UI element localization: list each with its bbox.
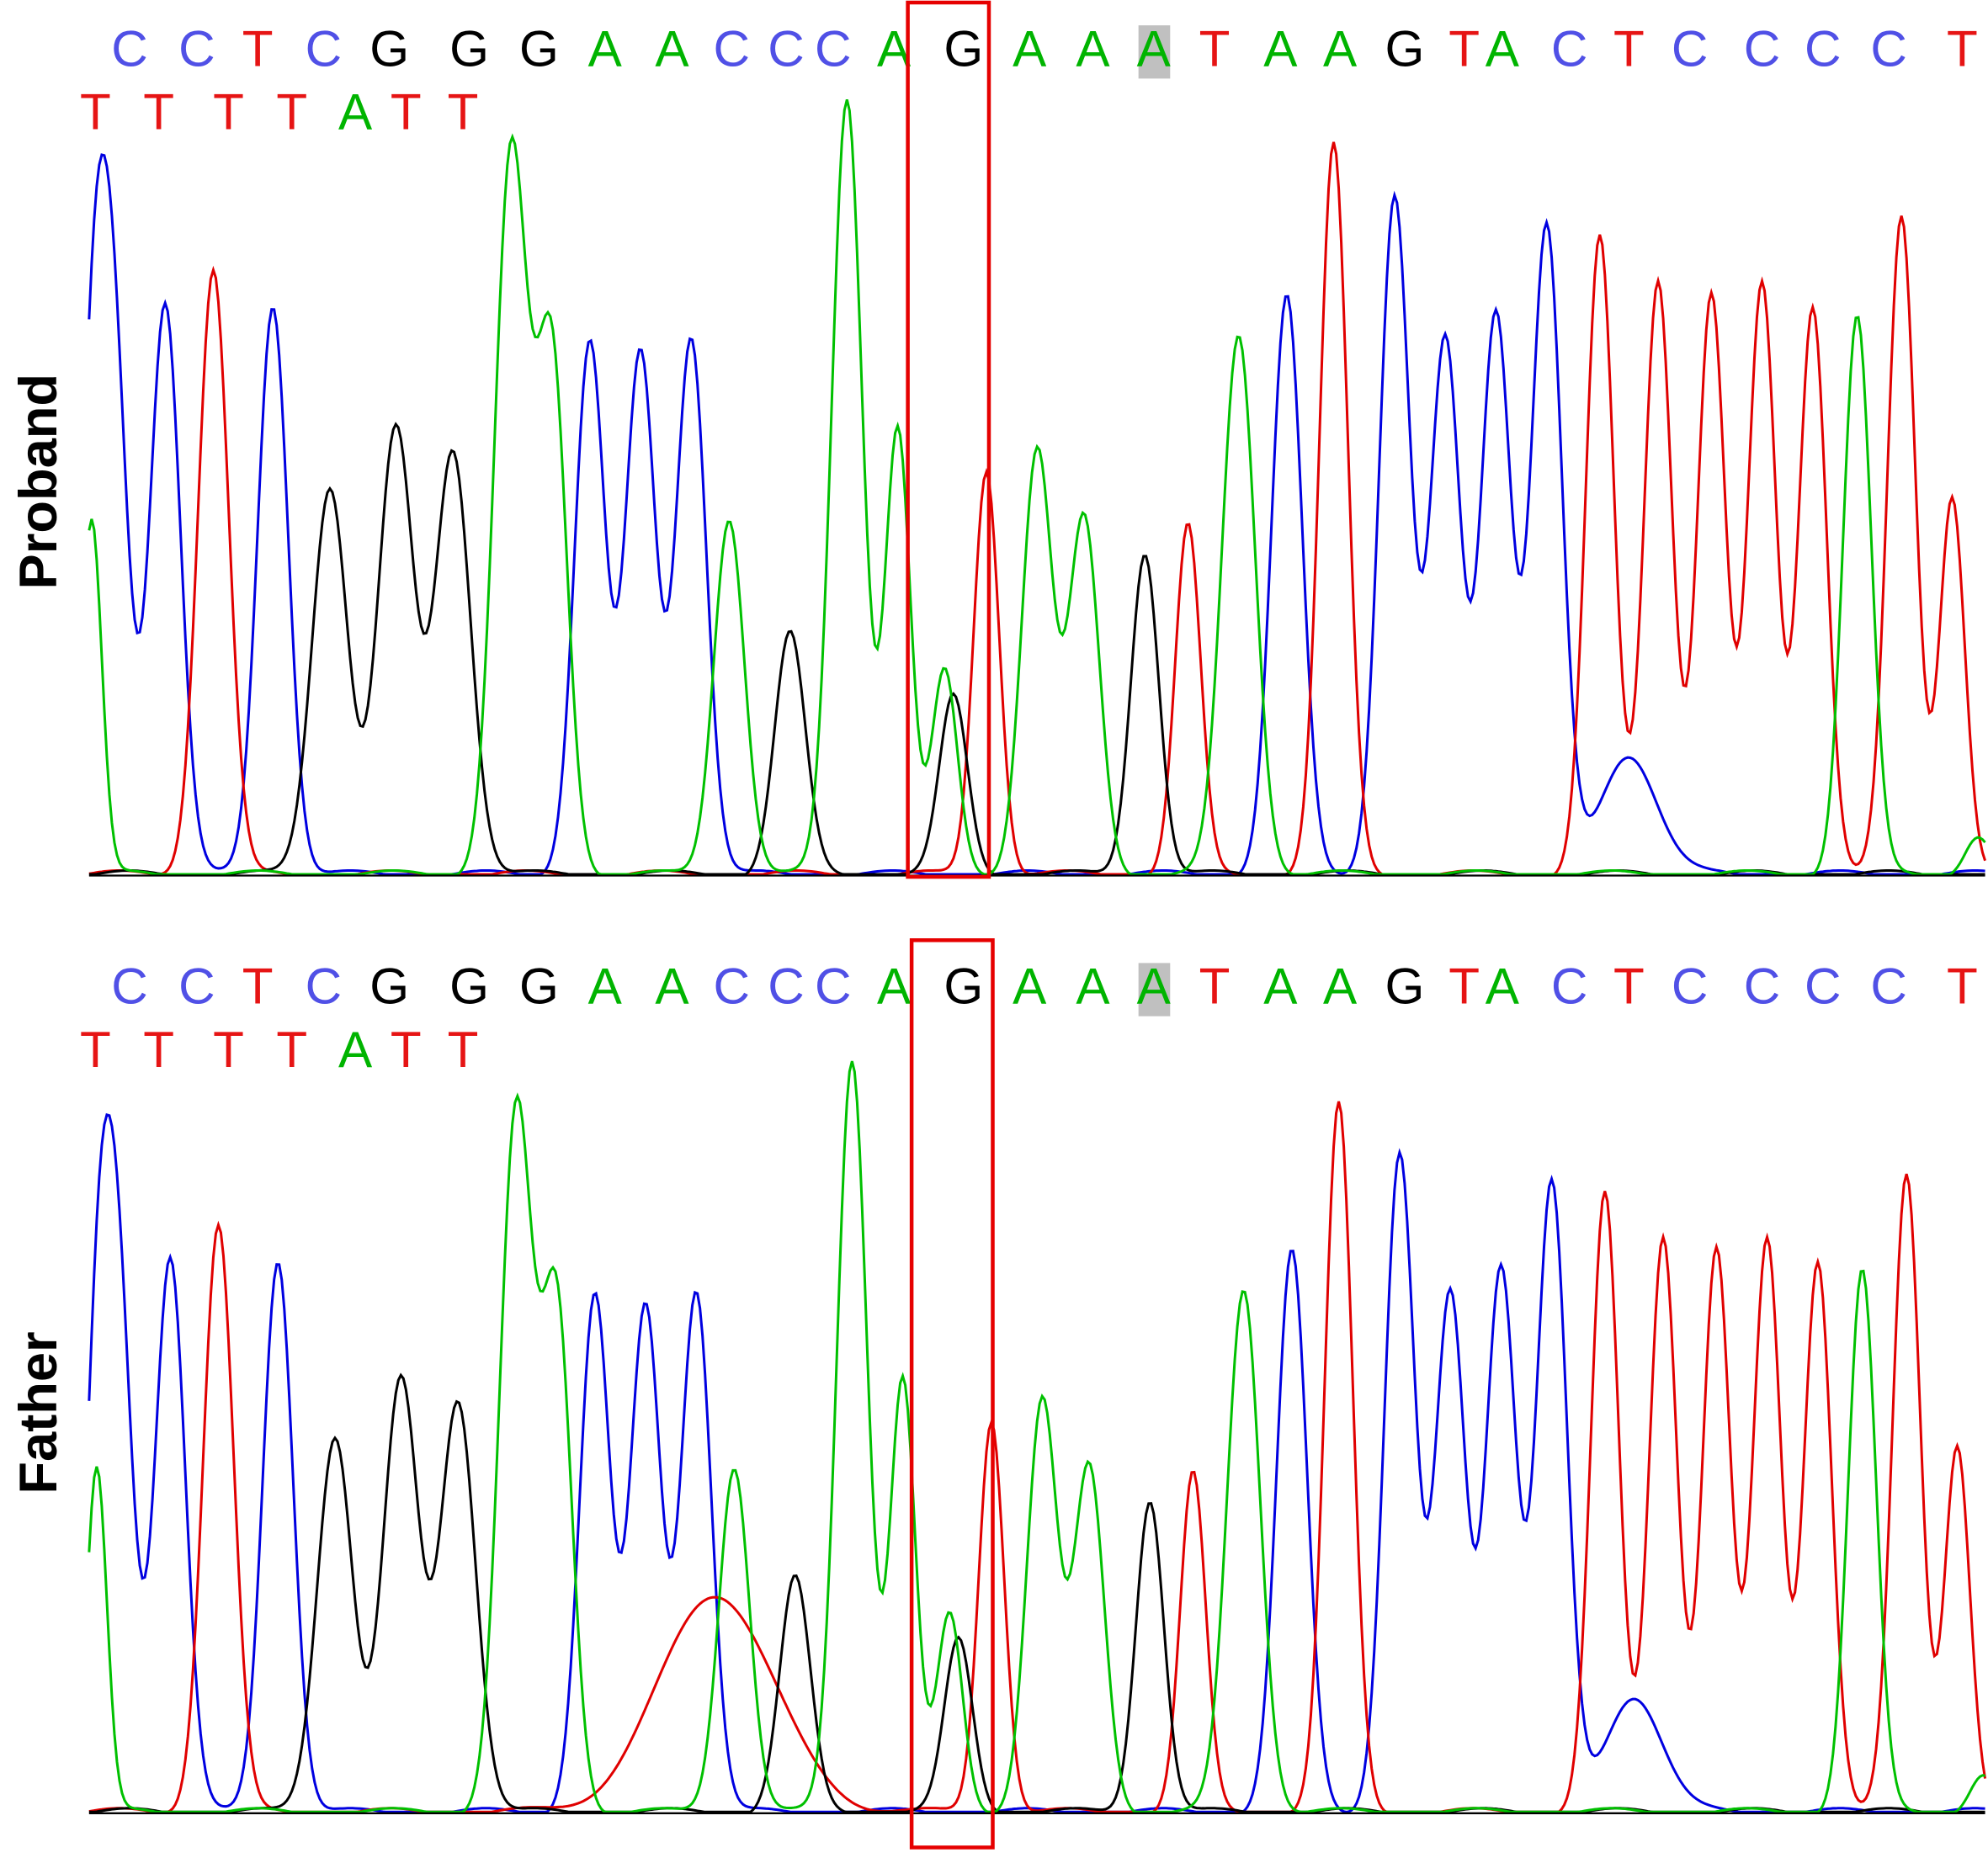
base-call: T: [1947, 958, 1978, 1015]
base-call: A: [1076, 19, 1110, 77]
base-call: C: [815, 19, 852, 77]
base-call: T: [448, 83, 479, 141]
base-call: T: [1448, 19, 1480, 77]
base-call: C: [111, 958, 148, 1015]
base-call: C: [1551, 19, 1587, 77]
base-call: A: [655, 958, 689, 1015]
base-call: A: [1323, 958, 1358, 1015]
base-call: T: [80, 83, 111, 141]
base-call: G: [449, 958, 489, 1015]
trace: [88, 141, 1986, 876]
trace: [88, 422, 1985, 876]
base-call: A: [588, 958, 623, 1015]
base-highlight: [1138, 25, 1171, 79]
base-call: C: [815, 958, 852, 1015]
base-call: A: [338, 1021, 373, 1078]
base-call: C: [178, 19, 215, 77]
base-call: C: [306, 19, 343, 77]
base-call: A: [1137, 958, 1172, 1015]
base-call: C: [1870, 19, 1907, 77]
base-call: T: [391, 83, 422, 141]
base-call: C: [111, 19, 148, 77]
base-call: C: [714, 19, 751, 77]
base-call: C: [714, 958, 751, 1015]
base-call: A: [877, 19, 912, 77]
base-call: A: [1486, 19, 1520, 77]
panel-label: Proband: [9, 374, 68, 589]
base-call: C: [1672, 958, 1708, 1015]
base-highlight: [1138, 963, 1171, 1017]
base-call: C: [1672, 19, 1708, 77]
base-call: A: [338, 83, 373, 141]
variant-box: [909, 938, 995, 1850]
base-call: T: [1613, 19, 1645, 77]
base-call: G: [944, 19, 983, 77]
base-call: T: [242, 958, 274, 1015]
base-call: A: [1013, 19, 1047, 77]
base-call: T: [276, 83, 307, 141]
base-call: G: [1385, 19, 1424, 77]
base-call: A: [655, 19, 689, 77]
trace: [88, 1101, 1987, 1813]
base-call: T: [80, 1021, 111, 1078]
base-call: A: [588, 19, 623, 77]
trace: [88, 1060, 1985, 1813]
trace: [88, 99, 1986, 876]
base-call: A: [1137, 19, 1172, 77]
base-call: T: [276, 1021, 307, 1078]
base-call: G: [1385, 958, 1424, 1015]
base-call: G: [369, 19, 409, 77]
base-call: A: [1323, 19, 1358, 77]
base-call: T: [242, 19, 274, 77]
base-call: T: [1448, 958, 1480, 1015]
base-call: A: [1013, 958, 1047, 1015]
base-call: C: [1805, 958, 1842, 1015]
base-call: C: [306, 958, 343, 1015]
base-call: T: [143, 1021, 174, 1078]
base-call: G: [944, 958, 983, 1015]
variant-box: [906, 0, 991, 879]
base-call: T: [1613, 958, 1645, 1015]
base-call: G: [369, 958, 409, 1015]
base-call: C: [1744, 19, 1781, 77]
base-call: T: [213, 83, 244, 141]
base-call: C: [1551, 958, 1587, 1015]
base-call: C: [1870, 958, 1907, 1015]
trace: [88, 1372, 1985, 1813]
trace: [88, 1112, 1985, 1813]
base-call: A: [1263, 19, 1298, 77]
base-call: C: [1805, 19, 1842, 77]
base-call: A: [1263, 958, 1298, 1015]
base-call: T: [1199, 958, 1231, 1015]
base-call: G: [449, 19, 489, 77]
base-call: T: [1199, 19, 1231, 77]
base-call: A: [877, 958, 912, 1015]
base-call: T: [391, 1021, 422, 1078]
base-call: T: [1947, 19, 1978, 77]
base-call: G: [519, 19, 559, 77]
base-call: C: [1744, 958, 1781, 1015]
base-call: T: [448, 1021, 479, 1078]
base-call: A: [1486, 958, 1520, 1015]
panel-label: Father: [9, 1331, 68, 1494]
base-call: C: [178, 958, 215, 1015]
base-call: A: [1076, 958, 1110, 1015]
base-call: T: [213, 1021, 244, 1078]
trace: [88, 153, 1985, 876]
base-call: G: [519, 958, 559, 1015]
base-call: C: [768, 19, 805, 77]
base-call: T: [143, 83, 174, 141]
base-call: C: [768, 958, 805, 1015]
